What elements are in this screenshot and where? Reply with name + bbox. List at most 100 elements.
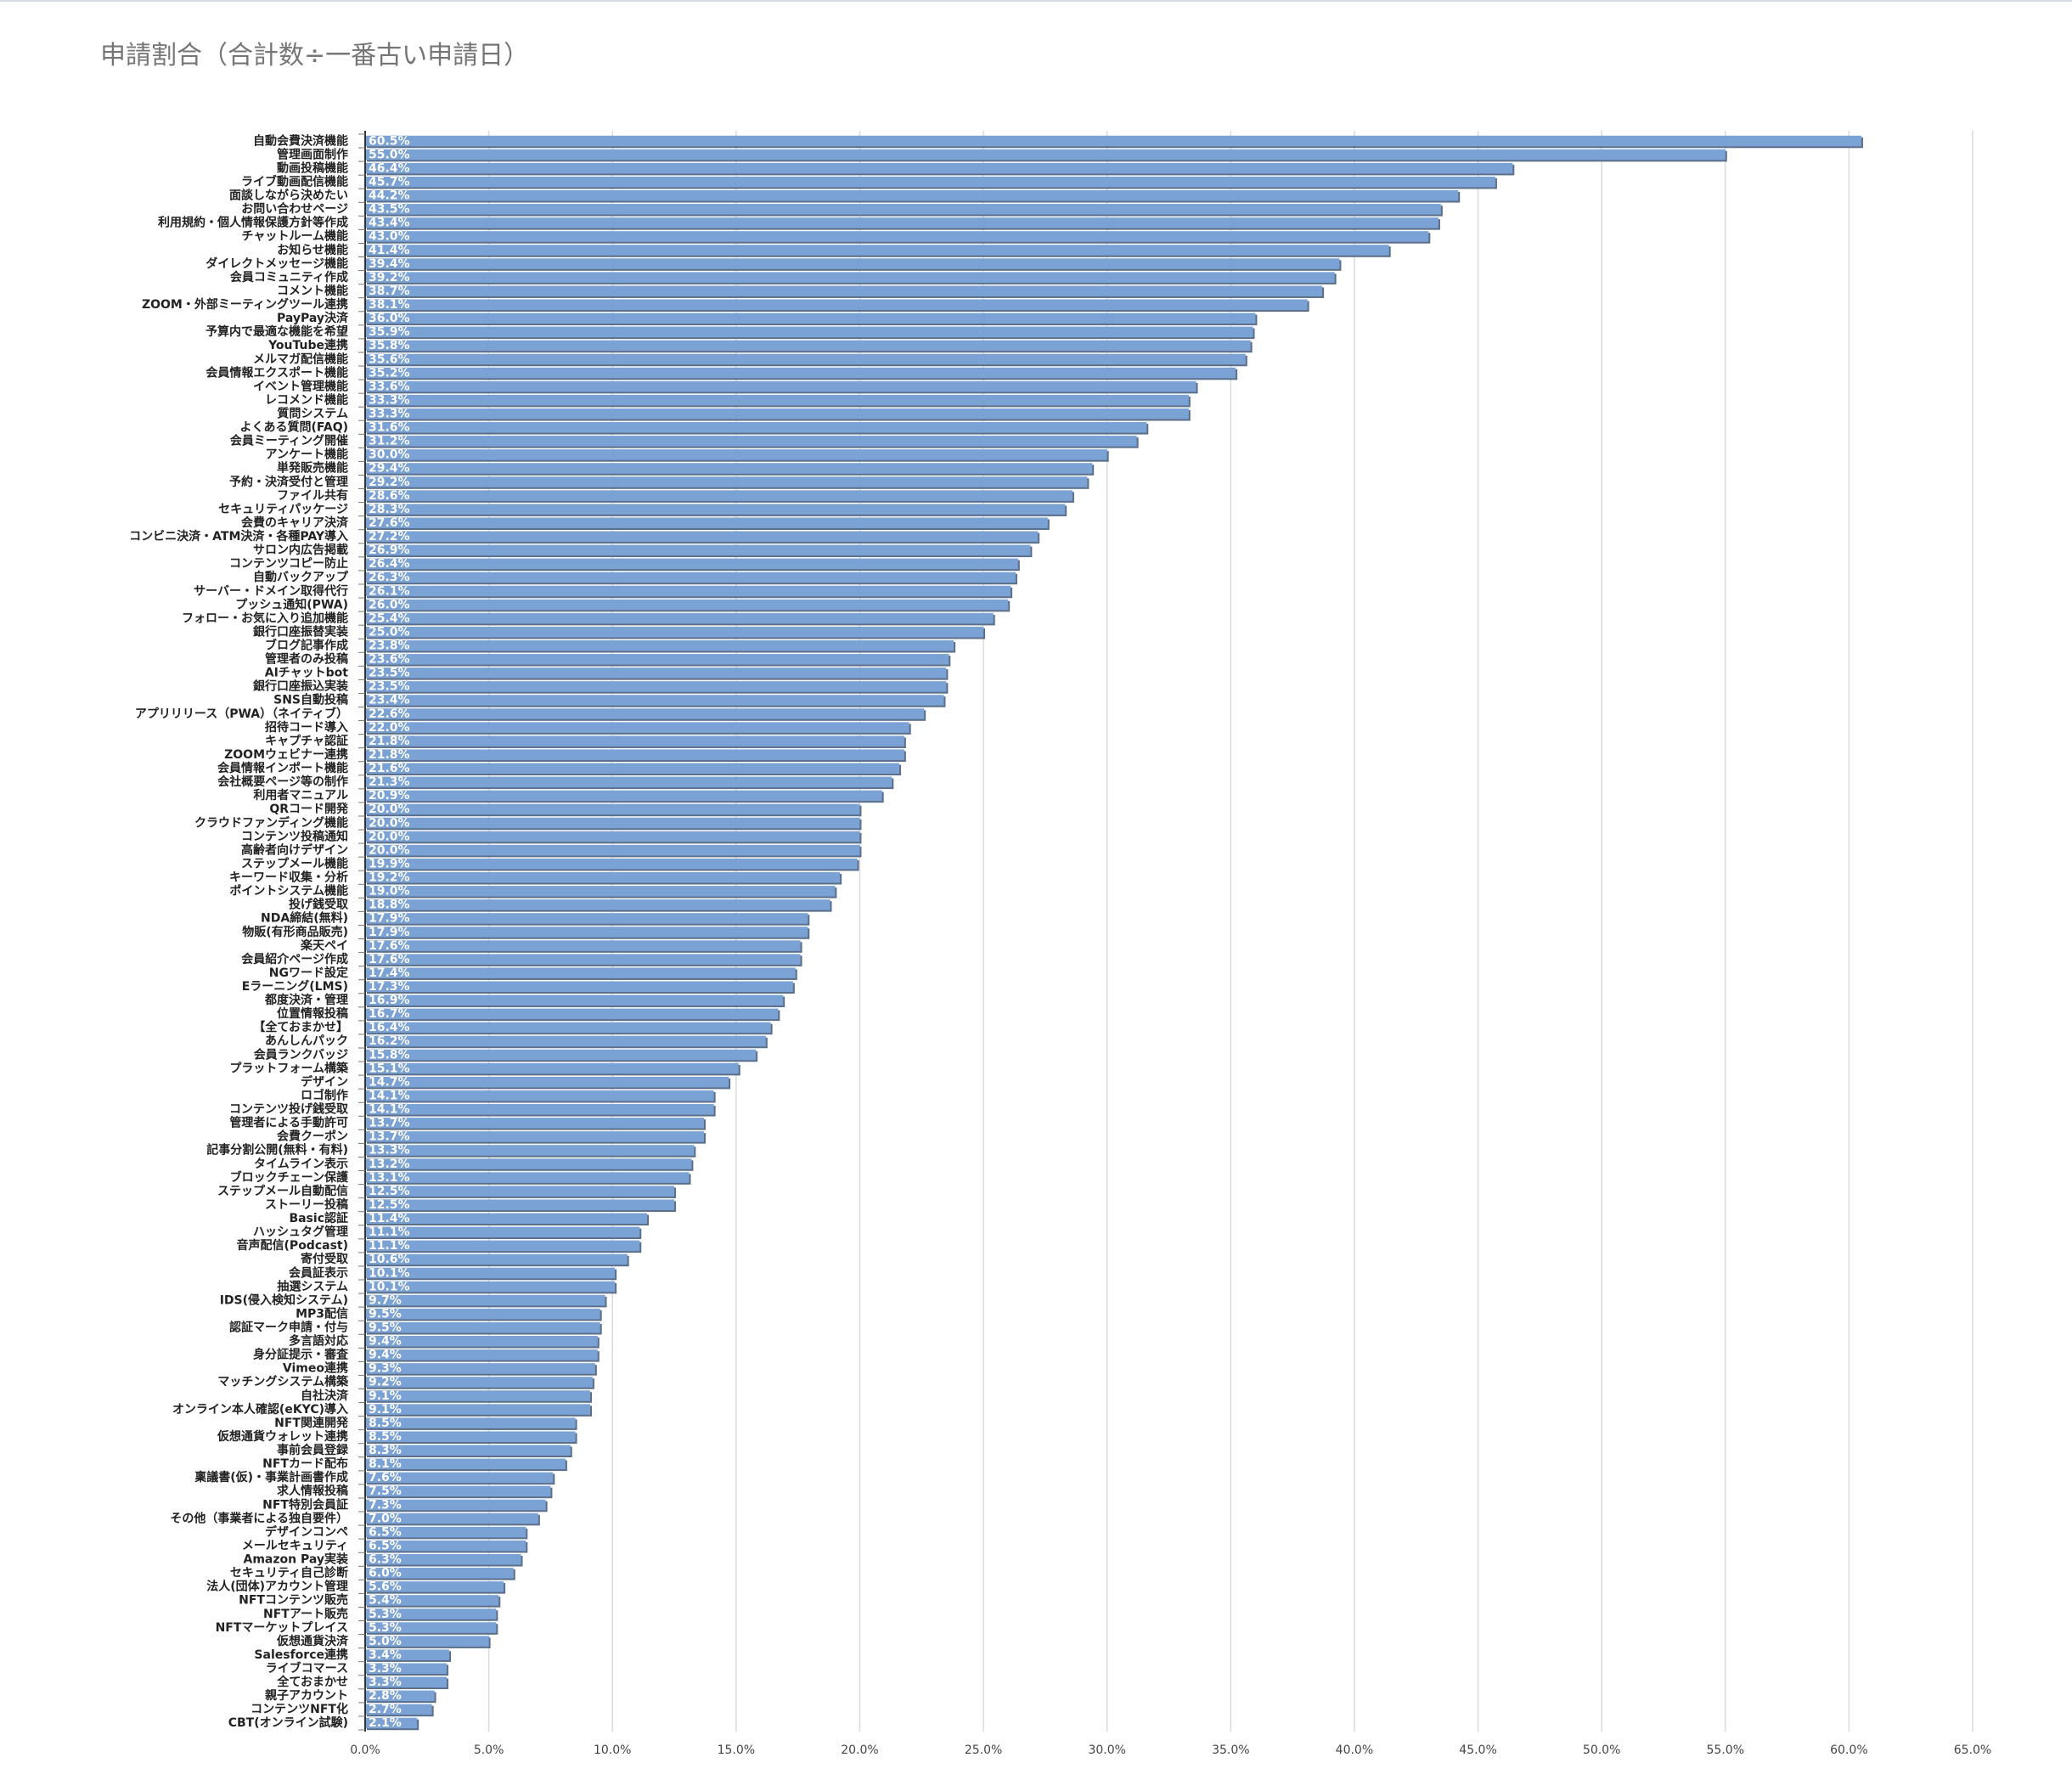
category-label: 仮想通貨決済 xyxy=(276,1634,349,1648)
category-label: 親子アカウント xyxy=(265,1688,348,1703)
bar xyxy=(365,1512,538,1524)
chart-title: 申請割合（合計数÷一番古い申請日） xyxy=(100,41,530,70)
category-label: MP3配信 xyxy=(296,1306,348,1321)
bar xyxy=(365,708,925,719)
bar xyxy=(365,1445,571,1456)
data-label: 23.5% xyxy=(369,680,410,694)
category-label: ブログ記事作成 xyxy=(265,639,348,653)
data-label: 17.3% xyxy=(369,980,410,994)
bar xyxy=(365,353,1246,365)
bar xyxy=(365,1049,757,1061)
category-label: 楽天ペイ xyxy=(300,938,348,953)
bar xyxy=(365,285,1323,296)
bar xyxy=(365,844,860,856)
category-label: コンテンツNFT化 xyxy=(251,1702,348,1716)
bar xyxy=(365,695,944,706)
bar xyxy=(365,639,954,651)
category-label: 会員情報エクスポート機能 xyxy=(206,365,348,380)
category-label: 身分証提示・審査 xyxy=(253,1348,349,1362)
category-label: サロン内広告掲載 xyxy=(253,543,348,557)
bar xyxy=(365,1568,514,1579)
bar xyxy=(365,1336,598,1347)
data-label: 11.1% xyxy=(369,1225,410,1239)
data-label: 5.4% xyxy=(369,1594,402,1608)
category-label: 利用規約・個人情報保護方針等作成 xyxy=(158,216,348,230)
bar xyxy=(365,1294,605,1306)
bar xyxy=(365,1172,690,1183)
bar xyxy=(365,1499,546,1511)
category-label: NFTカード配布 xyxy=(262,1456,348,1471)
category-label: 自社決済 xyxy=(301,1389,349,1403)
bar xyxy=(365,408,1189,420)
category-label: 会員紹介ページ作成 xyxy=(241,952,348,966)
data-label: 35.8% xyxy=(369,339,410,352)
data-label: 43.4% xyxy=(369,217,410,230)
category-label: 招待コード導入 xyxy=(265,720,348,735)
x-tick-label: 10.0% xyxy=(594,1743,631,1757)
data-label: 6.3% xyxy=(369,1553,402,1567)
category-label: 会員コミュニティ作成 xyxy=(230,270,348,284)
bar xyxy=(365,1213,648,1225)
bar xyxy=(365,1704,432,1715)
data-label: 13.3% xyxy=(369,1144,410,1158)
bar xyxy=(365,1199,675,1210)
bar xyxy=(365,668,947,679)
bar xyxy=(365,735,904,746)
data-label: 33.3% xyxy=(369,407,410,420)
category-label: 都度決済・管理 xyxy=(264,993,348,1007)
category-label: ZOOMウェビナー連携 xyxy=(224,747,348,762)
category-label: CBT(オンライン試験) xyxy=(228,1715,348,1730)
bar xyxy=(365,776,892,788)
category-label: 高齢者向けデザイン xyxy=(241,842,348,857)
category-label: コメント機能 xyxy=(277,284,348,298)
bar xyxy=(365,490,1073,501)
category-label: マッチングシステム構築 xyxy=(217,1375,349,1389)
category-label: 会員証表示 xyxy=(289,1265,348,1280)
category-label: 会費クーポン xyxy=(277,1129,348,1144)
bar xyxy=(365,162,1513,174)
bar xyxy=(365,1636,489,1647)
category-label: アプリリリース（PWA）（ネイティブ） xyxy=(135,707,348,721)
category-label: フォロー・お気に入り追加機能 xyxy=(182,611,348,625)
data-label: 9.4% xyxy=(369,1335,402,1349)
data-label: 8.1% xyxy=(369,1457,402,1471)
bar xyxy=(365,1253,628,1265)
bar xyxy=(365,585,1011,597)
bar xyxy=(365,1090,714,1101)
data-label: 39.4% xyxy=(369,257,410,271)
data-label: 9.4% xyxy=(369,1349,402,1362)
bar xyxy=(365,817,860,829)
bar xyxy=(365,299,1308,311)
bar xyxy=(365,1131,704,1142)
bar xyxy=(365,176,1495,188)
category-label: 位置情報投稿 xyxy=(277,1006,348,1021)
category-label: 管理者による手動許可 xyxy=(229,1116,348,1130)
data-label: 21.3% xyxy=(369,775,410,789)
bar xyxy=(365,1267,616,1279)
bar xyxy=(365,1158,692,1169)
bar xyxy=(365,967,796,978)
x-tick-label: 15.0% xyxy=(718,1743,755,1757)
category-label: 会員ランクバッジ xyxy=(254,1047,348,1062)
category-label: 稟議書(仮)・事業計画書作成 xyxy=(194,1470,348,1484)
data-label: 3.4% xyxy=(369,1648,402,1662)
data-label: 27.6% xyxy=(369,516,410,530)
bar xyxy=(365,749,904,760)
data-label: 29.2% xyxy=(369,476,410,489)
data-label: 21.8% xyxy=(369,735,410,748)
data-label: 13.1% xyxy=(369,1171,410,1185)
category-label: メルマガ配信機能 xyxy=(253,352,348,366)
bar xyxy=(365,1540,526,1552)
bar xyxy=(365,326,1253,338)
category-label: セキュリティパッケージ xyxy=(218,503,348,516)
bar xyxy=(365,1717,418,1729)
bar xyxy=(365,722,909,733)
category-label: NDA締結(無料) xyxy=(261,911,348,926)
category-label: Basic認証 xyxy=(289,1211,348,1225)
data-label: 17.9% xyxy=(369,912,410,926)
bar xyxy=(365,803,860,815)
data-label: 17.6% xyxy=(369,939,410,953)
category-label: 仮想通貨ウォレット連携 xyxy=(217,1429,348,1444)
data-label: 18.8% xyxy=(369,898,410,912)
data-label: 20.0% xyxy=(369,843,410,857)
